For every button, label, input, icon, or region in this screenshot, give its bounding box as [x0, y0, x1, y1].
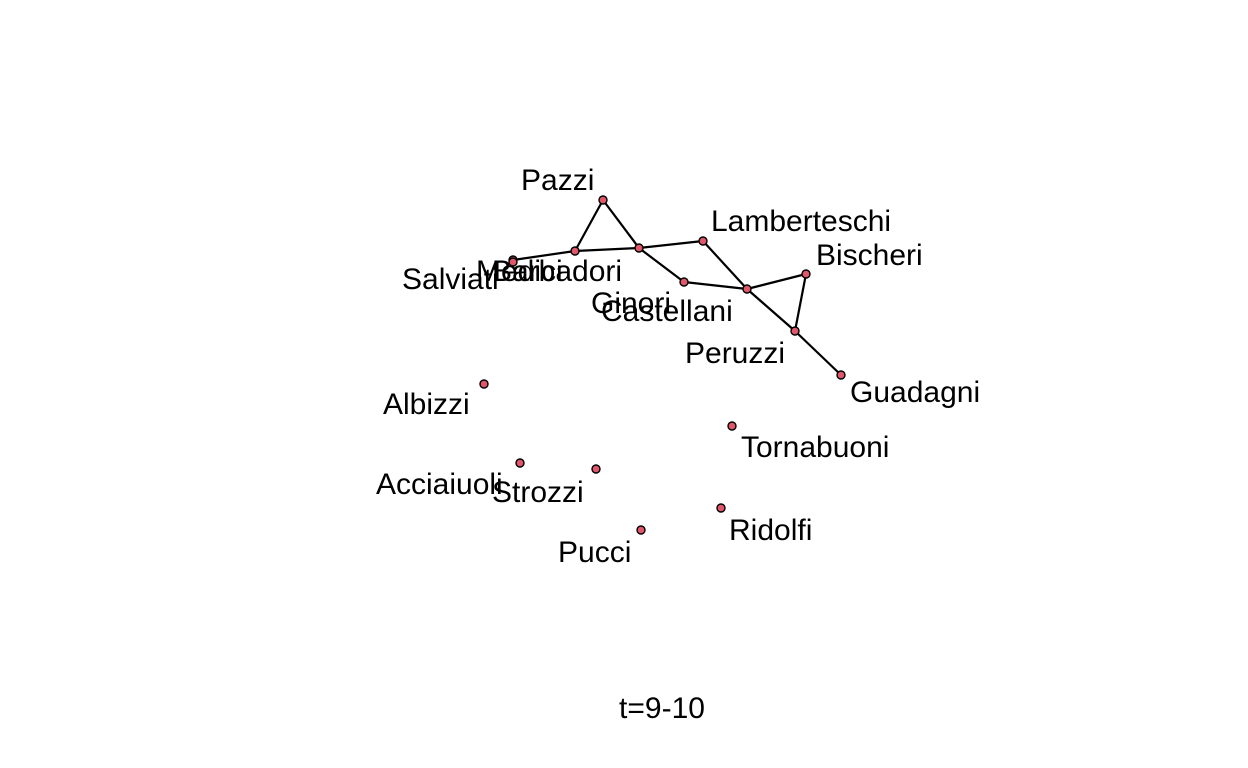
edge-ginori-castellani	[638, 247, 685, 283]
node-label-pucci: Pucci	[558, 536, 631, 569]
node-ginori	[634, 243, 644, 253]
edge-peruzzi-bischeri	[746, 272, 807, 291]
labels-layer: Acciaiuoli Albizzi Barbadori Bischeri Castel…	[376, 164, 980, 569]
node-label-ridolfi: Ridolfi	[729, 514, 812, 547]
edge-guadagni-tail	[794, 330, 842, 376]
node-pazzi	[598, 195, 608, 205]
node-label-acciaiuoli: Acciaiuoli	[376, 468, 503, 501]
edge-peruzzi-guadagni	[746, 288, 796, 332]
node-peruzzi	[742, 284, 752, 294]
node-label-guadagni: Guadagni	[850, 376, 980, 409]
node-strozzi	[591, 464, 601, 474]
node-label-ginori: Ginori	[591, 287, 671, 320]
edge-pazzi-ginori	[602, 199, 640, 249]
edge-ginori-lamberteschi	[638, 239, 704, 250]
edge-barbadori-ginori	[574, 246, 640, 253]
node-guadagni	[790, 326, 800, 336]
nodes-layer	[479, 195, 846, 535]
node-tornabuoni	[727, 421, 737, 431]
node-label-peruzzi: Peruzzi	[685, 337, 785, 370]
node-salviati	[508, 257, 518, 267]
edge-castellani-peruzzi	[683, 280, 748, 291]
node-bischeri	[801, 269, 811, 279]
edge-medici-barbadori	[512, 249, 576, 262]
node-label-tornabuoni: Tornabuoni	[741, 431, 889, 464]
node-label-castellani: Castellani	[601, 295, 733, 328]
node-albizzi	[479, 379, 489, 389]
node-ridolfi	[716, 503, 726, 513]
node-castellani	[679, 277, 689, 287]
node-pucci	[636, 525, 646, 535]
edge-barbadori-pazzi	[574, 199, 604, 252]
node-label-strozzi: Strozzi	[492, 476, 584, 509]
edges-layer	[511, 199, 842, 376]
node-label-salviati: Salviati	[402, 263, 499, 296]
time-caption: t=9-10	[619, 692, 705, 725]
node-acciaiuoli	[515, 458, 525, 468]
node-label-medici: Medici	[476, 255, 563, 288]
node-label-lamberteschi: Lamberteschi	[711, 205, 891, 238]
node-label-bischeri: Bischeri	[816, 239, 923, 272]
edge-bischeri-guadagni	[793, 273, 808, 332]
node-guadagni-tail	[836, 370, 846, 380]
node-label-barbadori: Barbadori	[492, 255, 622, 288]
node-label-pazzi: Pazzi	[521, 164, 594, 197]
node-barbadori	[570, 246, 580, 256]
edge-lamberteschi-peruzzi	[702, 240, 748, 290]
node-lamberteschi	[698, 236, 708, 246]
node-label-albizzi: Albizzi	[383, 388, 470, 421]
